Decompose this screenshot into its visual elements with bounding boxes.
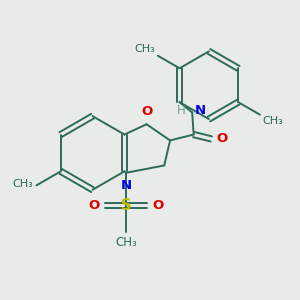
Text: N: N xyxy=(195,104,206,118)
Text: O: O xyxy=(88,199,99,212)
Text: CH₃: CH₃ xyxy=(263,116,284,126)
Text: O: O xyxy=(152,199,164,212)
Text: H: H xyxy=(177,104,185,118)
Text: S: S xyxy=(121,198,131,213)
Text: CH₃: CH₃ xyxy=(134,44,155,54)
Text: N: N xyxy=(120,179,131,192)
Text: CH₃: CH₃ xyxy=(13,179,34,189)
Text: O: O xyxy=(217,133,228,146)
Text: CH₃: CH₃ xyxy=(115,236,137,249)
Text: O: O xyxy=(142,105,153,118)
